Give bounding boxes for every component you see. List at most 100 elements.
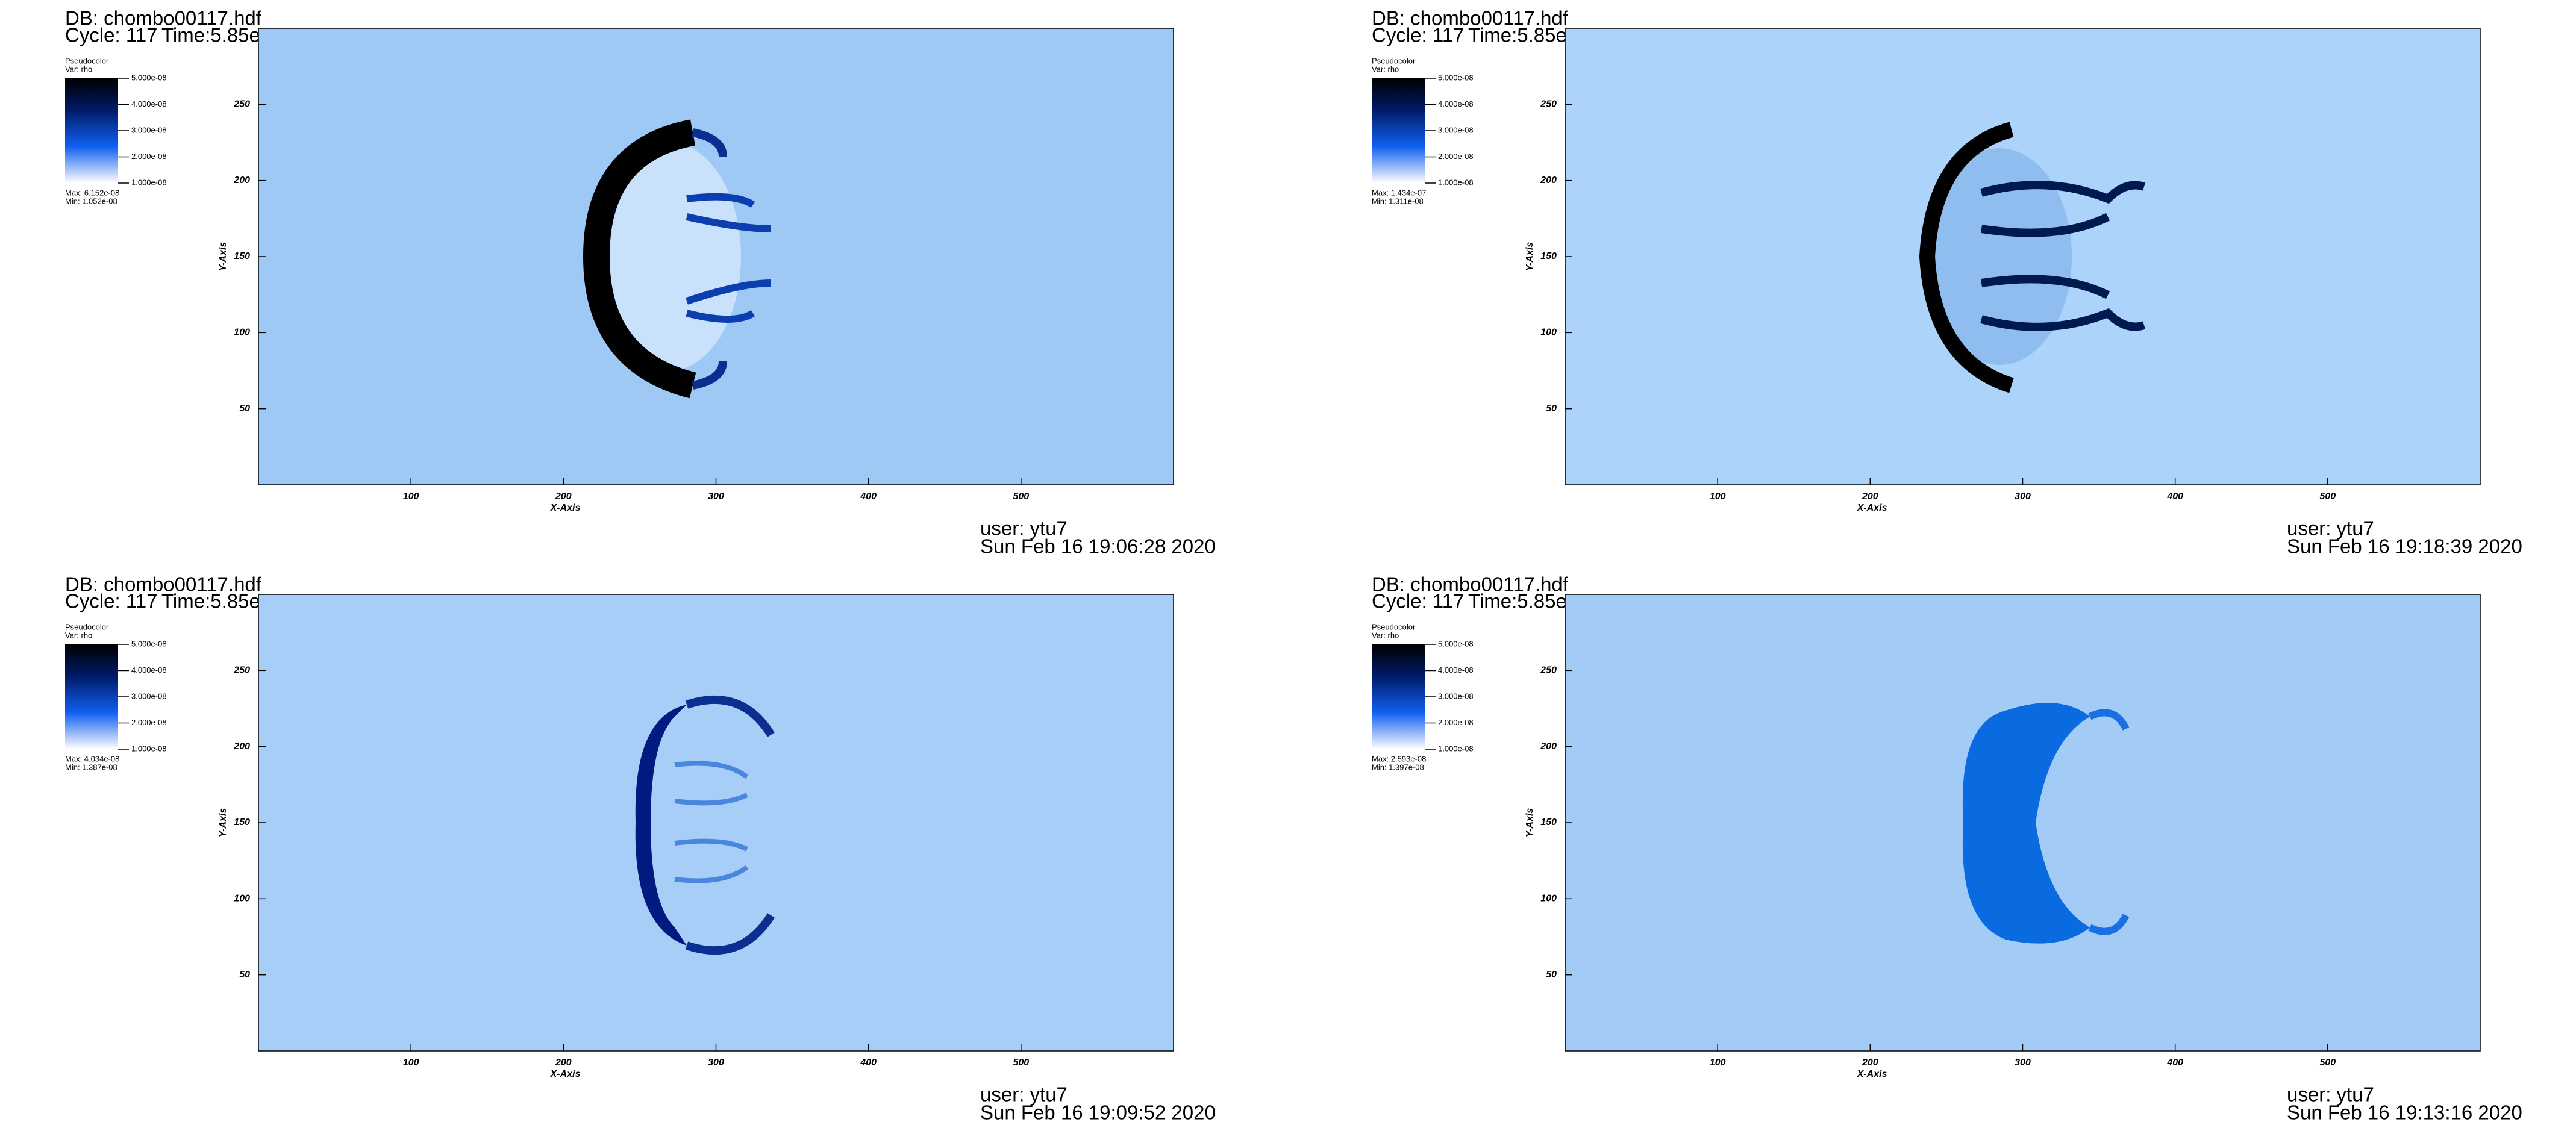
legend-min: Min: 1.397e-08 <box>1372 762 1424 771</box>
y-tick-label: 200 <box>1540 741 1557 752</box>
legend-min: Min: 1.311e-08 <box>1372 196 1424 205</box>
x-tick-label: 400 <box>860 491 877 502</box>
legend-title: Pseudocolor <box>1372 622 1416 631</box>
colorbar-tick-label: 5.000e-08 <box>1438 73 1474 82</box>
field-finger <box>674 838 748 852</box>
db-label: DB: chombo00117.hdf <box>65 7 262 30</box>
colorbar-tick-label: 1.000e-08 <box>1438 744 1474 753</box>
x-tick-label: 300 <box>2015 491 2031 502</box>
user-label: user: ytu7 <box>980 1083 1068 1106</box>
field-region <box>1962 703 2090 944</box>
x-tick-label: 100 <box>403 1058 419 1068</box>
legend-max: Max: 1.434e-07 <box>1372 188 1426 197</box>
db-label: DB: chombo00117.hdf <box>1372 573 1569 596</box>
field-finger <box>1980 308 2146 331</box>
colorbar-tick-label: 2.000e-08 <box>1438 718 1474 727</box>
field-front <box>583 119 696 399</box>
cycle-label: Cycle: 117 <box>1372 590 1464 612</box>
colorbar <box>1372 644 1425 749</box>
x-tick-label: 400 <box>2166 1058 2183 1068</box>
field <box>635 695 775 955</box>
date-label: Sun Feb 16 19:18:39 2020 <box>2287 535 2522 558</box>
colorbar-tick-label: 4.000e-08 <box>1438 99 1474 108</box>
y-tick-label: 200 <box>233 175 250 185</box>
y-tick-label: 50 <box>1546 970 1557 980</box>
y-axis-label: Y-Axis <box>218 808 228 838</box>
db-label: DB: chombo00117.hdf <box>65 573 262 596</box>
colorbar-tick-label: 1.000e-08 <box>131 178 167 187</box>
x-tick-label: 200 <box>555 1058 572 1068</box>
field-edge <box>685 695 775 955</box>
x-tick-label: 300 <box>708 491 724 502</box>
y-tick-label: 200 <box>1540 175 1557 185</box>
colorbar-tick-label: 4.000e-08 <box>131 665 167 675</box>
db-label: DB: chombo00117.hdf <box>1372 7 1569 30</box>
y-tick-label: 150 <box>234 251 250 261</box>
colorbar <box>65 78 118 183</box>
y-tick-label: 50 <box>239 404 250 414</box>
legend-max: Max: 2.593e-08 <box>1372 754 1426 763</box>
y-tick-label: 100 <box>234 328 250 338</box>
user-label: user: ytu7 <box>2287 517 2374 540</box>
x-tick-label: 100 <box>1710 491 1726 502</box>
field <box>1919 122 2146 393</box>
legend-max: Max: 6.152e-08 <box>65 188 119 197</box>
x-tick-label: 500 <box>2319 1058 2336 1068</box>
x-tick-label: 300 <box>708 1058 724 1068</box>
legend-var: Var: rho <box>65 631 92 640</box>
y-axis-label: Y-Axis <box>1525 808 1535 838</box>
field-finger <box>686 193 755 208</box>
field-finger <box>1980 213 2110 237</box>
colorbar-tick-label: 5.000e-08 <box>1438 639 1474 648</box>
date-label: Sun Feb 16 19:09:52 2020 <box>980 1102 1216 1124</box>
field-edge <box>2088 709 2130 935</box>
colorbar-tick-label: 3.000e-08 <box>131 691 167 700</box>
cycle-label: Cycle: 117 <box>65 590 157 612</box>
field-region <box>1927 148 2072 365</box>
x-axis-label: X-Axis <box>550 1069 581 1079</box>
y-tick-label: 250 <box>1540 99 1557 110</box>
x-tick-label: 100 <box>403 491 419 502</box>
legend-var: Var: rho <box>65 64 92 73</box>
colorbar-tick-label: 3.000e-08 <box>1438 691 1474 700</box>
legend-min: Min: 1.052e-08 <box>65 196 117 205</box>
field <box>583 119 772 399</box>
colorbar-tick-label: 4.000e-08 <box>1438 665 1474 675</box>
plot-background <box>258 594 1174 1051</box>
x-tick-label: 400 <box>2166 491 2183 502</box>
y-tick-label: 200 <box>233 741 250 752</box>
field-finger <box>674 793 748 806</box>
user-label: user: ytu7 <box>2287 1083 2374 1106</box>
colorbar <box>1372 78 1425 183</box>
x-tick-label: 500 <box>2319 491 2336 502</box>
x-axis-label: X-Axis <box>1857 503 1887 513</box>
legend-title: Pseudocolor <box>65 622 109 631</box>
colorbar-tick-label: 1.000e-08 <box>1438 178 1474 187</box>
colorbar <box>65 644 118 749</box>
y-axis-label: Y-Axis <box>218 242 228 272</box>
y-tick-label: 150 <box>1540 251 1557 261</box>
x-tick-label: 200 <box>1862 491 1878 502</box>
colorbar-tick-label: 5.000e-08 <box>131 73 167 82</box>
date-label: Sun Feb 16 19:13:16 2020 <box>2287 1102 2522 1124</box>
colorbar-tick-label: 5.000e-08 <box>131 639 167 648</box>
colorbar-tick-label: 2.000e-08 <box>131 718 167 727</box>
legend-title: Pseudocolor <box>65 56 109 65</box>
field-front <box>635 705 687 946</box>
colorbar-tick-label: 4.000e-08 <box>131 99 167 108</box>
field-finger <box>686 213 772 232</box>
x-tick-label: 200 <box>555 491 572 502</box>
y-tick-label: 250 <box>233 99 250 110</box>
legend-title: Pseudocolor <box>1372 56 1416 65</box>
field-front <box>1919 122 2014 393</box>
x-tick-label: 200 <box>1862 1058 1878 1068</box>
x-tick-label: 500 <box>1013 491 1029 502</box>
colorbar-tick-label: 1.000e-08 <box>131 744 167 753</box>
legend-var: Var: rho <box>1372 631 1399 640</box>
y-tick-label: 250 <box>233 665 250 676</box>
field-finger <box>674 761 749 779</box>
y-tick-label: 50 <box>1546 404 1557 414</box>
